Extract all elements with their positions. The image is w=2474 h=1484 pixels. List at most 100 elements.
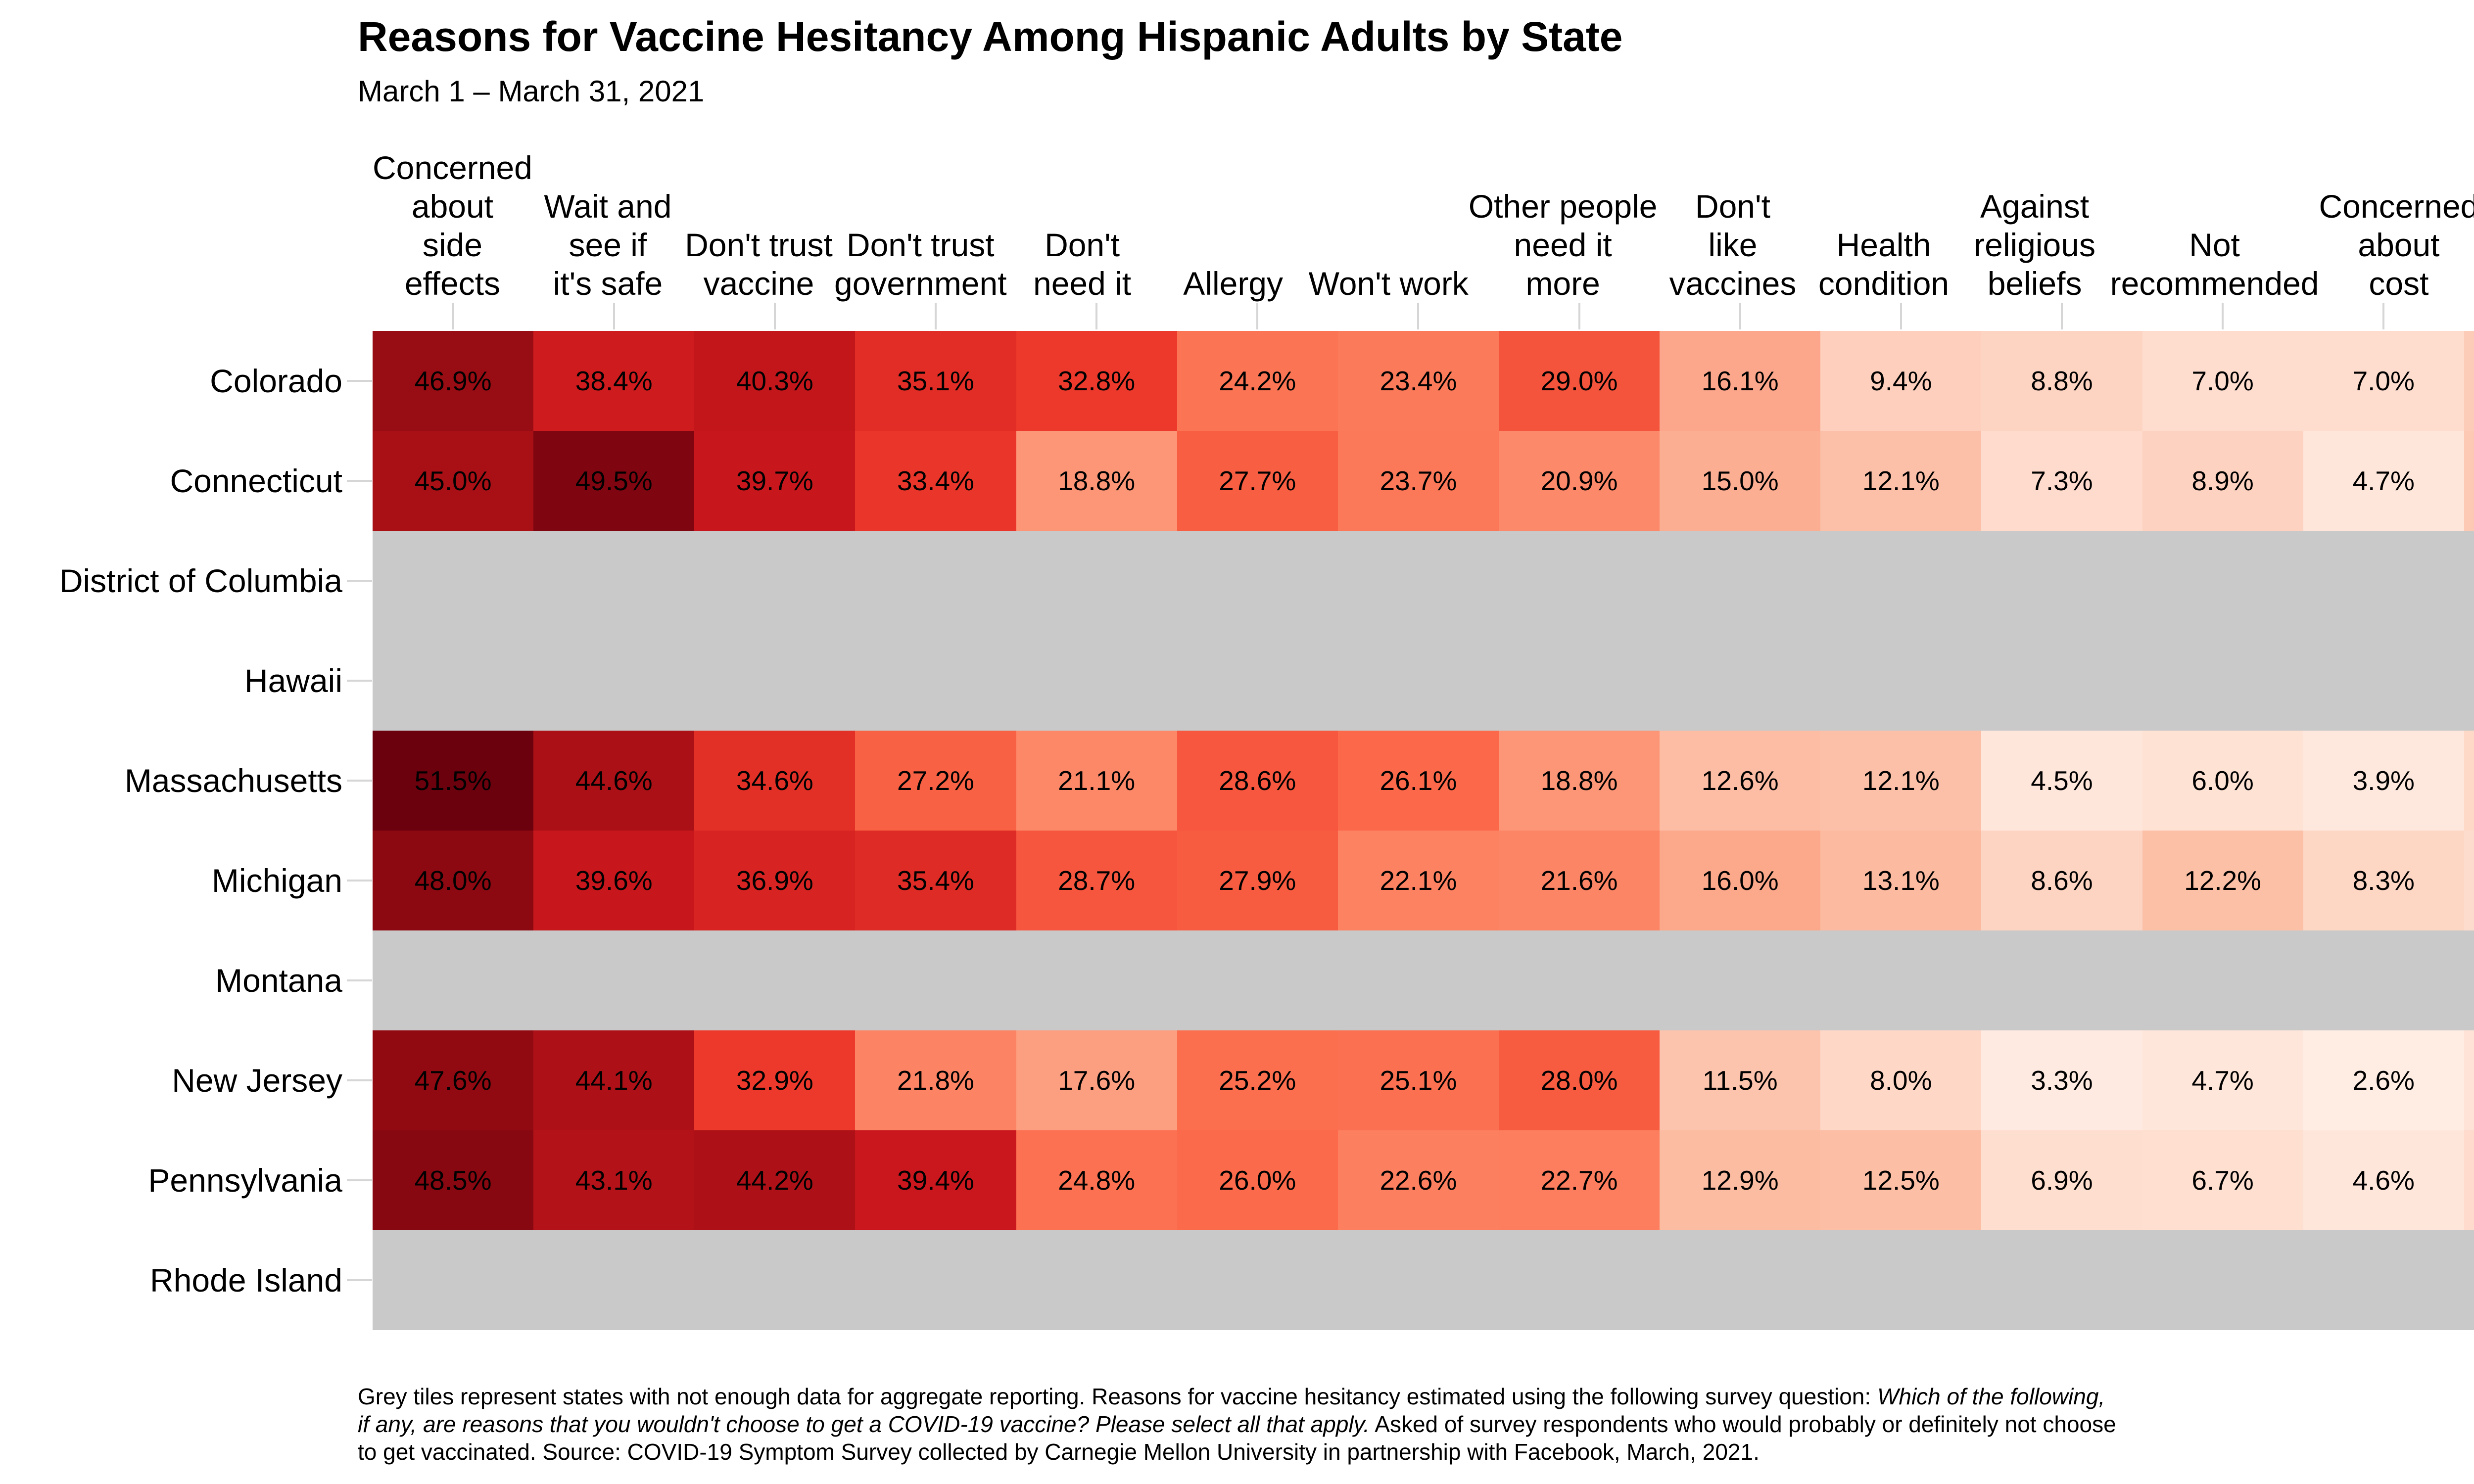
column-header-line: more xyxy=(1525,265,1600,302)
column-header-line: Don't xyxy=(1045,227,1120,263)
heatmap-cell: 6.7% xyxy=(2142,1130,2303,1230)
column-header-line: need it xyxy=(1514,227,1612,263)
heatmap-cell: 12.5% xyxy=(1820,1130,1982,1230)
heatmap-cell: 26.1% xyxy=(1337,731,1499,831)
heatmap-cell: 35.1% xyxy=(855,331,1016,431)
heatmap-cell: 24.8% xyxy=(1016,1130,1177,1230)
heatmap-cell: 32.9% xyxy=(694,1030,856,1130)
row-label: Rhode Island xyxy=(150,1262,342,1298)
heatmap-cell: 12.1% xyxy=(1820,731,1982,831)
column-header-line: Against xyxy=(1980,188,2090,225)
column-tick xyxy=(934,303,937,329)
column-header-line: beliefs xyxy=(1987,265,2082,302)
heatmap-cell: 5.7% xyxy=(2464,1030,2474,1130)
heatmap-cell: 39.4% xyxy=(855,1130,1016,1230)
heatmap-cell: 16.0% xyxy=(1660,831,1821,930)
heatmap-cell: 11.5% xyxy=(1660,1030,1821,1130)
column-tick xyxy=(2222,303,2224,329)
column-header-line: Other people xyxy=(1468,188,1658,225)
caption-italic-text: if any, are reasons that you wouldn't ch… xyxy=(358,1411,1370,1437)
heatmap-cell: 16.1% xyxy=(1660,331,1821,431)
heatmap-cell: 48.0% xyxy=(373,831,534,930)
heatmap-cell: 51.5% xyxy=(373,731,534,831)
column-header: Don't need it xyxy=(1007,139,1158,303)
column-header-line: Wait and xyxy=(544,188,672,225)
column-tick xyxy=(1578,303,1580,329)
heatmap-row: 46.9% 38.4% 40.3% 35.1% 32.8% 24.2% 23.4% 29.0%… xyxy=(373,331,2474,431)
column-header: Health condition xyxy=(1808,139,1959,303)
heatmap-cell: 45.0% xyxy=(373,431,534,531)
column-header: Don't trust vaccine xyxy=(683,139,834,303)
column-header-line: vaccines xyxy=(1669,265,1797,302)
heatmap-cell: 43.1% xyxy=(533,1130,695,1230)
heatmap-cell: 12.6% xyxy=(1660,731,1821,831)
heatmap-cell: 4.6% xyxy=(2303,1130,2464,1230)
column-header: Won't work xyxy=(1309,139,1469,303)
heatmap-cell: 18.8% xyxy=(1016,431,1177,531)
row-label: District of Columbia xyxy=(59,562,342,599)
column-tick xyxy=(1256,303,1259,329)
column-header-line: vaccine xyxy=(703,265,814,302)
column-header: Allergy xyxy=(1158,139,1309,303)
heatmap-cell: 22.6% xyxy=(1337,1130,1499,1230)
column-header-line: see if xyxy=(569,227,647,263)
heatmap-cell: 28.6% xyxy=(1177,731,1338,831)
heatmap-cell: 8.3% xyxy=(2303,831,2464,930)
heatmap-row: 48.0% 39.6% 36.9% 35.4% 28.7% 27.9% 22.1% 21.6%… xyxy=(373,831,2474,930)
row-tick xyxy=(347,979,372,981)
caption-text: Asked of survey respondents who would pr… xyxy=(1370,1411,2116,1437)
heatmap-row-no-data xyxy=(373,930,2474,1030)
column-header-line: about xyxy=(2358,227,2440,263)
heatmap-cell: 32.8% xyxy=(1016,331,1177,431)
row-tick xyxy=(347,1279,372,1281)
heatmap-cell: 49.5% xyxy=(533,431,695,531)
column-tick xyxy=(2060,303,2063,329)
column-header-line: recommended xyxy=(2110,265,2319,302)
heatmap-cell: 23.4% xyxy=(1337,331,1499,431)
row-tick xyxy=(347,680,372,682)
heatmap-cell: 15.0% xyxy=(1660,431,1821,531)
heatmap-cell: 8.8% xyxy=(1981,331,2142,431)
column-header-line: Health xyxy=(1836,227,1931,263)
caption-text: Grey tiles represent states with not eno… xyxy=(358,1384,1877,1409)
heatmap-cell: 44.2% xyxy=(694,1130,856,1230)
column-header-line: condition xyxy=(1818,265,1950,302)
column-header-line: Concerned xyxy=(373,149,532,186)
column-headers: Concerned about side effects Wait and see if i… xyxy=(373,139,2474,303)
heatmap-cell: 36.9% xyxy=(694,831,856,930)
heatmap-cell: 6.0% xyxy=(2142,731,2303,831)
caption-text: to get vaccinated. Source: COVID-19 Symp… xyxy=(358,1439,1760,1465)
heatmap-cell: 7.0% xyxy=(2303,331,2464,431)
heatmap-cell: 38.4% xyxy=(533,331,695,431)
heatmap-cell: 46.9% xyxy=(373,331,534,431)
column-header-line: like xyxy=(1708,227,1758,263)
caption-line: if any, are reasons that you wouldn't ch… xyxy=(358,1410,2474,1438)
row-tick xyxy=(347,780,372,782)
heatmap-cell: 28.0% xyxy=(1498,1030,1660,1130)
heatmap-cell: 22.7% xyxy=(1498,1130,1660,1230)
heatmap-cell: 34.6% xyxy=(694,731,856,831)
heatmap-cell: 28.7% xyxy=(1016,831,1177,930)
column-tick xyxy=(1417,303,1420,329)
heatmap-cell: 40.3% xyxy=(694,331,856,431)
column-header-line: cost xyxy=(2369,265,2429,302)
column-tick xyxy=(613,303,615,329)
heatmap-cell: 27.9% xyxy=(1177,831,1338,930)
column-header-line: religious xyxy=(1974,227,2095,263)
column-tick xyxy=(773,303,776,329)
column-header-line: Won't work xyxy=(1308,265,1469,302)
heatmap-row-no-data xyxy=(373,631,2474,731)
row-label: Pennsylvania xyxy=(148,1162,342,1199)
heatmap-cell: 8.9% xyxy=(2142,431,2303,531)
column-header-line: side xyxy=(422,227,482,263)
column-tick xyxy=(452,303,454,329)
row-label: Hawaii xyxy=(244,662,342,699)
heatmap-cell: 4.7% xyxy=(2303,431,2464,531)
heatmap-cell: 48.5% xyxy=(373,1130,534,1230)
column-header: Wait and see if it's safe xyxy=(532,139,683,303)
heatmap-cell: 12.1% xyxy=(1820,431,1982,531)
column-header-line: Allergy xyxy=(1183,265,1284,302)
column-header-line: Concerned xyxy=(2319,188,2474,225)
heatmap-cell: 24.2% xyxy=(1177,331,1338,431)
